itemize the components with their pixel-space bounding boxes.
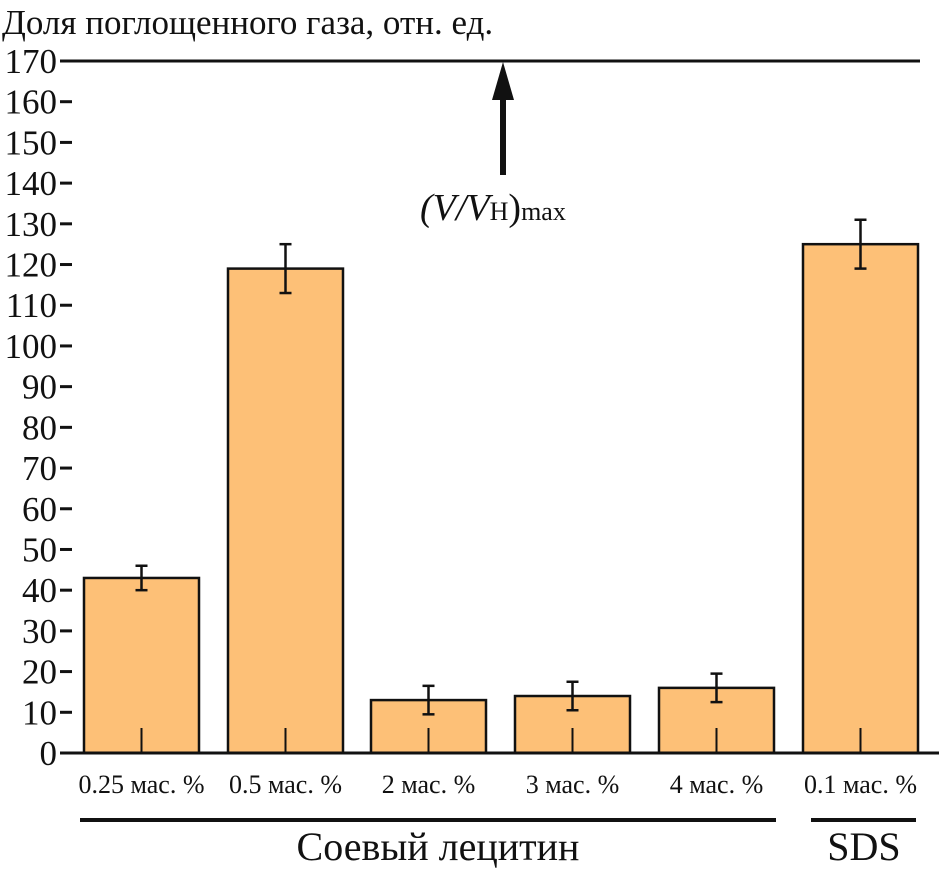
y-tick-label: 60 <box>22 490 57 529</box>
y-tick-label: 50 <box>22 530 57 569</box>
x-tick-labels: 0.25 мас. % 0.5 мас. % 2 мас. % 3 мас. % 4 м… <box>78 770 917 799</box>
y-axis-ticks: 0102030405060708090100110120130140150160… <box>5 42 72 773</box>
y-tick-label: 150 <box>5 123 58 162</box>
x-tick-label: 0.1 мас. % <box>804 770 917 799</box>
y-tick-label: 40 <box>22 571 57 610</box>
x-tick-label: 3 мас. % <box>526 770 620 799</box>
y-tick-label: 100 <box>5 327 58 366</box>
y-tick-label: 160 <box>5 83 58 122</box>
bar <box>801 242 920 755</box>
group-label-sds: SDS <box>827 824 900 869</box>
error-bar <box>854 218 867 270</box>
y-tick-label: 0 <box>40 734 58 773</box>
reference-label: (V/VH)max <box>420 187 566 229</box>
bar <box>82 576 201 755</box>
y-tick-label: 70 <box>22 449 57 488</box>
error-bar <box>135 564 148 592</box>
y-tick-label: 120 <box>5 246 58 285</box>
y-tick-label: 10 <box>22 693 57 732</box>
y-tick-label: 30 <box>22 612 57 651</box>
group-label-lecithin: Соевый лецитин <box>297 824 580 869</box>
reference-arrow <box>492 62 514 175</box>
error-bar <box>566 680 579 712</box>
error-bar <box>422 684 435 716</box>
x-tick-label: 4 мас. % <box>670 770 764 799</box>
error-bar <box>710 672 723 704</box>
x-tick-label: 0.25 мас. % <box>78 770 204 799</box>
y-tick-label: 80 <box>22 408 57 447</box>
y-tick-label: 170 <box>5 42 58 81</box>
y-tick-label: 130 <box>5 205 58 244</box>
bar <box>226 267 345 755</box>
y-axis-label: Доля поглощенного газа, отн. ед. <box>2 3 493 42</box>
x-tick-label: 2 мас. % <box>382 770 476 799</box>
y-tick-label: 90 <box>22 368 57 407</box>
y-tick-label: 140 <box>5 164 58 203</box>
y-tick-label: 20 <box>22 653 57 692</box>
bars <box>82 218 920 755</box>
x-tick-label: 0.5 мас. % <box>229 770 342 799</box>
y-tick-label: 110 <box>6 286 57 325</box>
error-bar <box>279 242 292 295</box>
